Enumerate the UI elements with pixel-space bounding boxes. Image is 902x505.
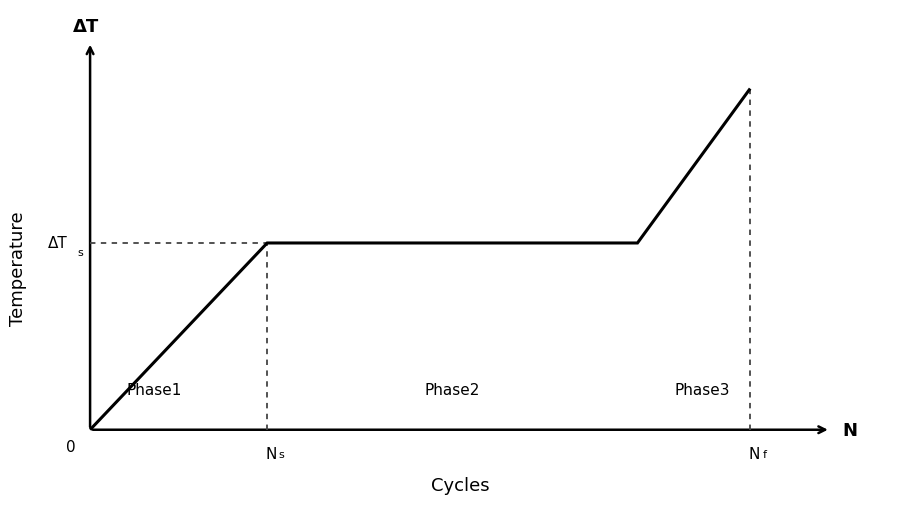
Text: ΔT: ΔT — [73, 18, 99, 36]
Text: Cycles: Cycles — [431, 477, 490, 494]
Text: s: s — [279, 449, 284, 460]
Text: N: N — [842, 421, 858, 439]
Text: Phase3: Phase3 — [674, 383, 730, 397]
Text: N: N — [265, 446, 277, 461]
Text: f: f — [763, 449, 767, 460]
Text: N: N — [749, 446, 759, 461]
Text: s: s — [78, 247, 84, 258]
Text: ΔT: ΔT — [48, 236, 68, 251]
Text: Temperature: Temperature — [9, 212, 27, 326]
Text: Phase1: Phase1 — [127, 383, 182, 397]
Text: Phase2: Phase2 — [425, 383, 480, 397]
Text: 0: 0 — [66, 439, 76, 454]
